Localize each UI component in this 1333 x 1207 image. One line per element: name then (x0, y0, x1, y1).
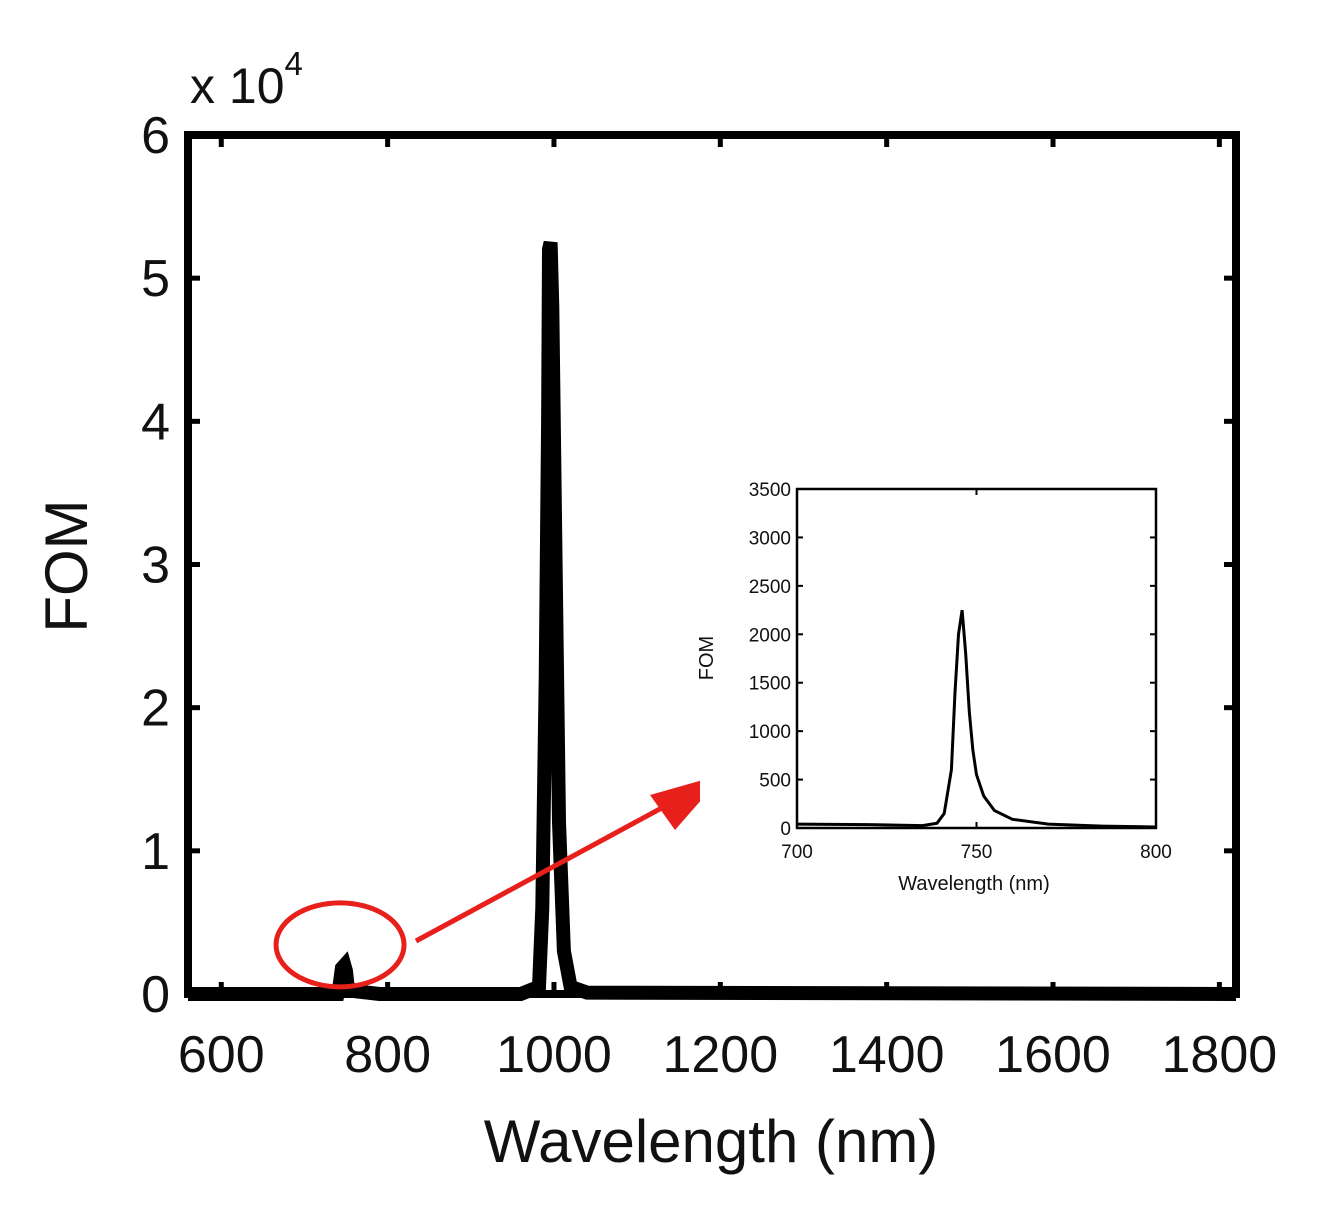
inset-x-tick-label: 750 (961, 842, 993, 863)
inset-x-tick-label: 800 (1140, 842, 1172, 863)
main-x-axis-label: Wavelength (nm) (484, 1108, 939, 1175)
main-x-tick-label: 800 (344, 1026, 431, 1084)
callout-arrow (414, 781, 709, 944)
inset-y-tick-label: 0 (780, 819, 791, 840)
main-y-axis-label: FOM (33, 499, 100, 632)
inset-y-tick-label: 2500 (749, 577, 791, 598)
y-scale-label: x 104 (190, 45, 303, 114)
inset-y-tick-labels: 0 500 1000 1500 2000 2500 3000 3500 (749, 480, 791, 840)
main-y-tick-labels: 0 1 2 3 4 5 6 (141, 107, 170, 1024)
inset-x-axis-label: Wavelength (nm) (898, 873, 1050, 895)
inset-y-tick-label: 2000 (749, 625, 791, 646)
inset-x-tick-label: 700 (781, 842, 813, 863)
inset-axes-frame (795, 487, 1158, 830)
inset-series-line (796, 609, 1157, 829)
highlight-ellipse (273, 900, 407, 990)
inset-y-tick-label: 1500 (749, 674, 791, 695)
main-y-tick-label: 4 (141, 393, 170, 451)
inset-y-tick-label: 3500 (749, 480, 791, 501)
inset-y-tick-label: 1000 (749, 722, 791, 743)
main-series-line (188, 240, 1237, 1001)
main-x-tick-label: 1600 (995, 1026, 1111, 1084)
main-x-tick-label: 1800 (1162, 1026, 1278, 1084)
main-y-tick-label: 5 (141, 250, 170, 308)
main-y-tick-label: 3 (141, 537, 170, 595)
inset-chart: 0 500 1000 1500 2000 2500 3000 3500 700 750 800 W… (696, 455, 1190, 905)
main-y-tick-label: 0 (141, 966, 170, 1024)
main-y-tick-label: 2 (141, 680, 170, 738)
main-axes-frame (184, 131, 1240, 998)
inset-x-tick-labels: 700 750 800 (781, 842, 1172, 863)
y-scale-prefix: x 10 (190, 58, 285, 114)
main-x-tick-labels: 600 800 1000 1200 1400 1600 1800 (178, 1026, 1277, 1084)
inset-y-axis-label: FOM (696, 636, 718, 680)
main-x-tick-label: 600 (178, 1026, 265, 1084)
main-y-tick-label: 6 (141, 107, 170, 165)
inset-y-tick-label: 3000 (749, 528, 791, 549)
main-x-tick-label: 1200 (662, 1026, 778, 1084)
y-scale-exponent: 4 (285, 45, 303, 82)
main-y-tick-label: 1 (141, 823, 170, 881)
inset-y-tick-label: 500 (759, 771, 791, 792)
main-x-tick-label: 1000 (496, 1026, 612, 1084)
main-x-tick-label: 1400 (829, 1026, 945, 1084)
inset-background (700, 455, 1190, 905)
